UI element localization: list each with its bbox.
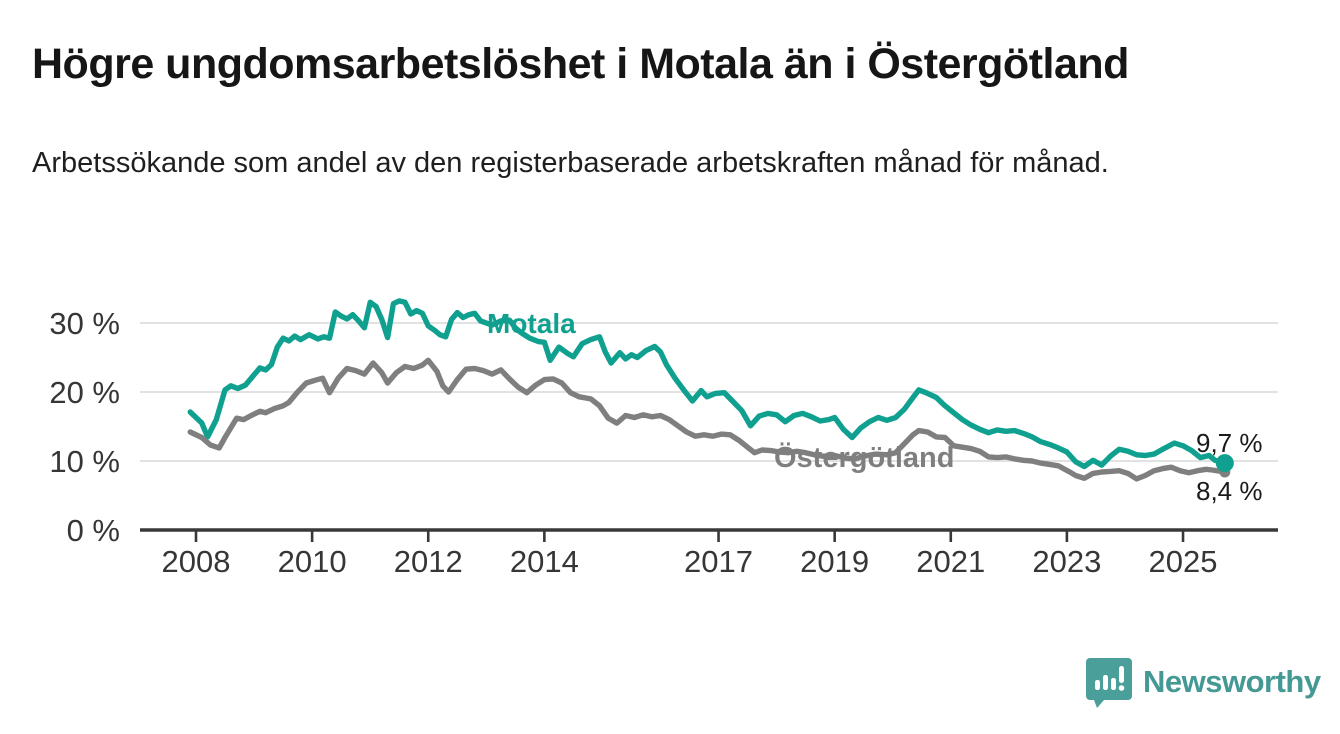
x-tick-label: 2012 xyxy=(394,544,463,579)
x-tick-label: 2010 xyxy=(278,544,347,579)
x-tick-label: 2017 xyxy=(684,544,753,579)
y-tick-label: 0 % xyxy=(67,513,120,548)
x-tick-label: 2014 xyxy=(510,544,579,579)
x-tick-label: 2023 xyxy=(1032,544,1101,579)
end-value-label-ostergotland: 8,4 % xyxy=(1196,476,1263,506)
chart-subtitle: Arbetssökande som andel av den registerb… xyxy=(32,147,1109,179)
series-line-motala xyxy=(187,298,1228,470)
series-label-motala: Motala xyxy=(487,308,576,339)
series-line-ostergotland xyxy=(187,357,1228,482)
endpoint-dot-motala xyxy=(1215,454,1234,473)
newsworthy-brand-text: Newsworthy xyxy=(1143,664,1321,699)
y-tick-label: 30 % xyxy=(49,306,120,341)
x-tick-label: 2008 xyxy=(162,544,231,579)
x-tick-label: 2025 xyxy=(1149,544,1218,579)
speech-bubble-shape xyxy=(1086,658,1132,708)
x-tick-label: 2019 xyxy=(800,544,869,579)
series-label-ostergotland: Östergötland xyxy=(774,442,955,474)
newsworthy-attribution: Newsworthy xyxy=(1086,656,1321,708)
y-tick-label: 20 % xyxy=(49,375,120,410)
x-tick-label: 2021 xyxy=(916,544,985,579)
page-title: Högre ungdomsarbetslöshet i Motala än i … xyxy=(32,40,1129,88)
y-tick-label: 10 % xyxy=(49,444,120,479)
end-value-label-motala: 9,7 % xyxy=(1196,428,1263,458)
mini-bar-chart-glyph xyxy=(1095,666,1125,691)
newsworthy-logo-icon xyxy=(1086,658,1132,708)
